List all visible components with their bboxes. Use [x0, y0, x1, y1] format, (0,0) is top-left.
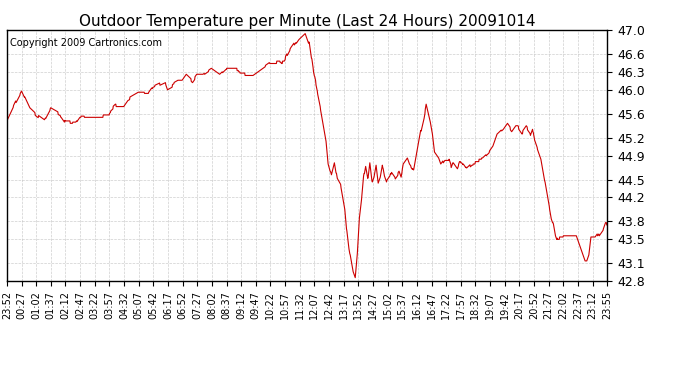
Text: Copyright 2009 Cartronics.com: Copyright 2009 Cartronics.com: [10, 38, 162, 48]
Title: Outdoor Temperature per Minute (Last 24 Hours) 20091014: Outdoor Temperature per Minute (Last 24 …: [79, 14, 535, 29]
